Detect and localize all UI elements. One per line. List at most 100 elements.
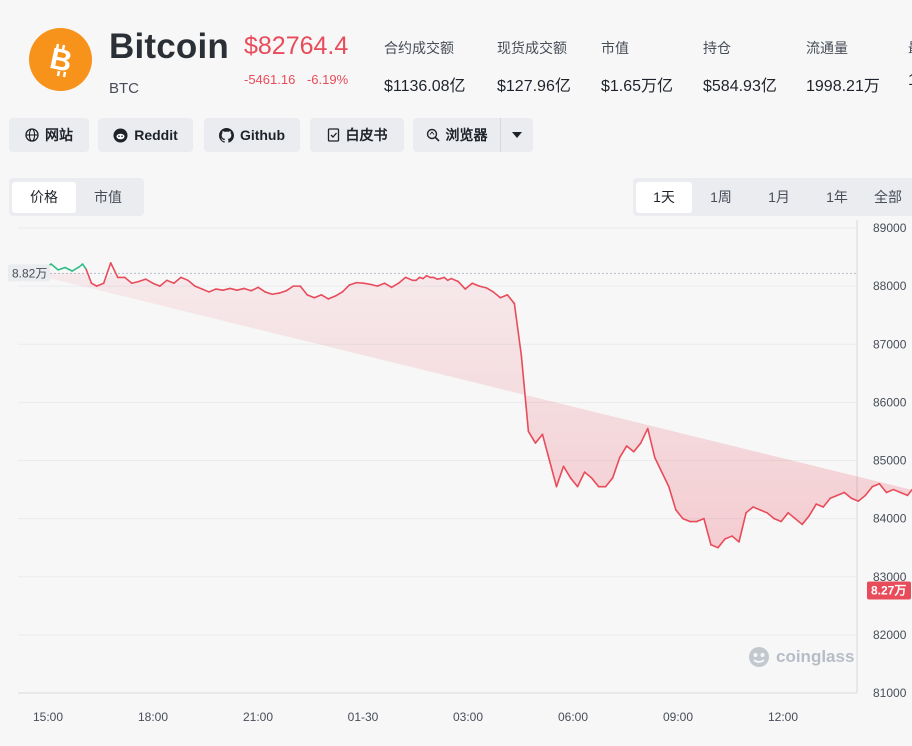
- price-line-segment: [492, 291, 502, 299]
- price-line-segment: [64, 266, 73, 272]
- price-line-segment: [499, 294, 509, 299]
- reddit-icon: [113, 128, 128, 142]
- reddit-link-label: Reddit: [134, 127, 178, 143]
- price-line-segment: [632, 442, 642, 453]
- price-line-segment: [71, 266, 80, 272]
- coin-change: -5461.16 -6.19%: [244, 72, 356, 87]
- price-line-segment: [243, 287, 252, 292]
- github-icon: [218, 127, 234, 143]
- price-line-segment: [159, 279, 168, 287]
- price-line-segment: [250, 286, 259, 292]
- price-line-segment: [457, 280, 467, 290]
- price-line-segment: [478, 285, 488, 289]
- price-line-segment: [180, 276, 189, 282]
- explorer-icon: [426, 128, 440, 142]
- stat-spot-volume: 现货成交额 $127.96亿: [497, 38, 571, 96]
- price-line-segment: [102, 262, 112, 285]
- price-line-segment: [724, 535, 733, 540]
- price-line-segment: [675, 509, 684, 520]
- price-chart[interactable]: 89000 88000 87000 86000 85000 84000 83000 82000…: [0, 212, 912, 746]
- price-line-segment: [271, 292, 281, 296]
- price-line-segment: [50, 263, 59, 271]
- y-tick-label: 81000: [873, 686, 907, 700]
- stat-label: 市值: [601, 40, 629, 56]
- x-tick-label: 15:00: [33, 710, 63, 724]
- price-line-segment: [801, 514, 811, 526]
- price-line-segment: [850, 497, 860, 502]
- price-line-segment: [306, 294, 316, 299]
- tab-1-month[interactable]: 1月: [768, 189, 790, 205]
- price-line-segment: [857, 494, 867, 502]
- document-icon: [327, 128, 339, 142]
- price-line-segment: [548, 459, 558, 488]
- metric-toggle: 价格 市值: [9, 178, 144, 216]
- price-line-segment: [780, 512, 789, 523]
- price-line-segment: [485, 287, 495, 293]
- whitepaper-link-button[interactable]: 白皮书: [310, 118, 404, 152]
- tab-1-week[interactable]: 1周: [710, 189, 732, 205]
- price-line-segment: [376, 282, 386, 287]
- time-range-toggle: 1天 1周 1月 1年 全部: [633, 178, 912, 216]
- price-line-segment: [90, 282, 98, 287]
- y-tick-label: 84000: [873, 512, 907, 526]
- tab-all[interactable]: 全部: [874, 189, 902, 205]
- price-line-segment: [906, 488, 912, 497]
- price-line-segment: [625, 445, 635, 453]
- stat-value: $1136.08亿: [384, 78, 466, 95]
- reddit-link-button[interactable]: Reddit: [98, 118, 193, 152]
- coin-name: Bitcoin: [109, 27, 230, 66]
- price-line-segment: [341, 284, 351, 293]
- price-line-segment: [653, 456, 663, 473]
- explorer-link-button[interactable]: 浏览器: [413, 118, 500, 152]
- price-line-segment: [285, 285, 295, 292]
- stat-value: $127.96亿: [497, 78, 571, 95]
- website-link-button[interactable]: 网站: [9, 118, 89, 152]
- x-tick-label: 01-30: [348, 710, 379, 724]
- price-line-segment: [264, 291, 273, 296]
- tab-1-day[interactable]: 1天: [636, 181, 692, 213]
- stat-market-cap: 市值 $1.65万亿: [601, 38, 673, 96]
- price-line-segment: [703, 517, 712, 546]
- price-line-segment: [583, 471, 593, 479]
- x-tick-label: 12:00: [768, 710, 798, 724]
- price-line-segment: [513, 302, 523, 357]
- y-tick-label: 86000: [873, 395, 907, 409]
- price-line-segment: [450, 277, 460, 283]
- caret-down-icon: [512, 132, 522, 138]
- price-line-segment: [138, 278, 147, 283]
- y-tick-label: 85000: [873, 454, 907, 468]
- price-line-segment: [229, 287, 238, 291]
- last-price-badge: [867, 581, 911, 600]
- price-line-segment: [173, 276, 182, 285]
- stat-value: 1998.21万: [806, 78, 880, 95]
- tab-price[interactable]: 价格: [12, 181, 76, 213]
- stat-label: 合约成交额: [384, 40, 454, 56]
- price-line-segment: [215, 288, 224, 291]
- price-line-segment: [397, 276, 407, 285]
- price-line-segment: [464, 282, 474, 290]
- price-line-segment: [738, 512, 747, 543]
- price-line-segment: [710, 543, 719, 549]
- explorer-dropdown-button[interactable]: [500, 118, 533, 152]
- github-link-label: Github: [239, 127, 286, 143]
- price-line-segment: [187, 279, 196, 287]
- price-line-segment: [208, 288, 217, 293]
- price-line-segment: [222, 287, 231, 291]
- reference-badge: [8, 264, 50, 282]
- y-tick-label: 82000: [873, 628, 907, 642]
- tab-1-year[interactable]: 1年: [826, 189, 848, 205]
- y-tick-label: 88000: [873, 279, 907, 293]
- tab-market-cap[interactable]: 市值: [94, 189, 122, 205]
- change-percent: -6.19%: [306, 72, 349, 87]
- github-link-button[interactable]: Github: [204, 118, 300, 152]
- stat-open-interest: 持仓 $584.93亿: [703, 38, 777, 96]
- coin-price: $82764.4: [244, 32, 349, 60]
- price-line-segment: [660, 471, 670, 488]
- stat-value: $584.93亿: [703, 78, 777, 95]
- price-line-segment: [369, 283, 379, 287]
- price-line-segment: [829, 494, 839, 500]
- stat-label: 现货成交额: [497, 40, 567, 56]
- price-line-segment: [383, 282, 393, 289]
- price-line-segment: [569, 477, 579, 488]
- x-tick-label: 03:00: [453, 710, 483, 724]
